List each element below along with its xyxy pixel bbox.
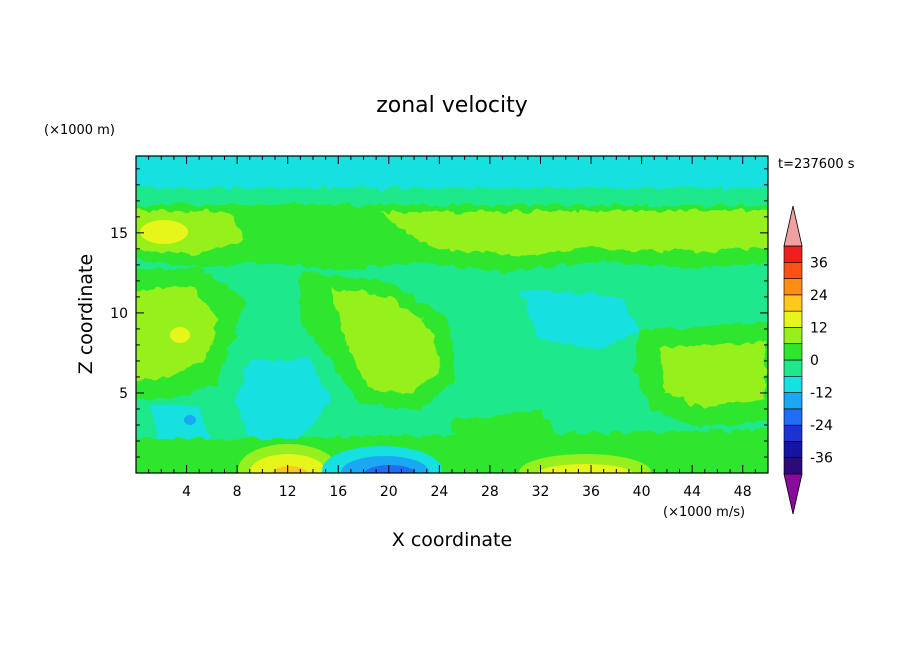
contour-center-lime — [330, 288, 440, 394]
contour-right-lime — [660, 342, 765, 408]
colorbar-units: (×1000 m/s) — [663, 505, 745, 520]
contour-top-cyan — [136, 156, 768, 188]
contour-blob-yellow-right — [537, 464, 633, 473]
x-tick-label: 28 — [481, 484, 499, 500]
x-tick-label: 44 — [683, 484, 701, 500]
contour-blob-yellow-top-left — [140, 220, 188, 244]
y-axis: 5 10 15 — [110, 168, 768, 458]
y-axis-label: Z coordinate — [75, 254, 97, 374]
colorbar-tick-label: 0 — [810, 353, 819, 369]
x-tick-label: 8 — [233, 484, 242, 500]
contour-field — [136, 156, 768, 473]
colorbar-swatch — [783, 310, 803, 328]
chart-title: zonal velocity — [376, 93, 528, 118]
y-scale-note: (×1000 m) — [44, 123, 115, 138]
contour-upper-lime — [380, 210, 768, 256]
x-tick-label: 36 — [582, 484, 600, 500]
x-tick-label: 12 — [279, 484, 297, 500]
colorbar-tick-label: 12 — [810, 320, 828, 336]
contour-blob-orange-left — [272, 466, 308, 473]
colorbar-swatch — [783, 343, 803, 361]
x-tick-label: 24 — [430, 484, 448, 500]
colorbar-swatch — [783, 375, 803, 393]
y-tick-label: 10 — [110, 306, 128, 322]
colorbar-swatch — [783, 457, 803, 475]
x-tick-label: 48 — [734, 484, 752, 500]
colorbar-swatch — [783, 261, 803, 279]
x-tick-label: 20 — [380, 484, 398, 500]
contour-blob-yellow-left — [250, 454, 326, 473]
contour-bottom-green-2 — [450, 410, 560, 448]
colorbar-tick-label: 36 — [810, 255, 828, 271]
colorbar-tick-label: -36 — [810, 451, 833, 467]
colorbar-tick-label: -24 — [810, 418, 833, 434]
y-tick-label: 15 — [110, 226, 128, 242]
contour-blob-blue-small — [184, 415, 196, 425]
colorbar-extend-min — [783, 473, 803, 515]
contour-blob-yellow-mid-left — [170, 327, 190, 343]
contour-cyan-pocket-3 — [150, 405, 210, 448]
x-tick-label: 40 — [633, 484, 651, 500]
colorbar-swatch — [783, 245, 803, 263]
x-tick-label: 16 — [329, 484, 347, 500]
colorbar-tick-label: 24 — [810, 288, 828, 304]
colorbar-swatch — [783, 408, 803, 426]
x-axis-label: X coordinate — [392, 529, 512, 551]
contour-cyan-pocket-2 — [520, 290, 640, 350]
colorbar-extend-max — [783, 205, 803, 247]
colorbar-swatch — [783, 327, 803, 345]
colorbar-swatch — [783, 392, 803, 410]
colorbar-swatch — [783, 424, 803, 442]
contour-blob-darkblue-bottom — [364, 465, 416, 473]
time-label: t=237600 s — [778, 157, 855, 172]
colorbar-swatch — [783, 294, 803, 312]
colorbar-tick-label: -12 — [810, 386, 833, 402]
y-tick-label: 5 — [119, 386, 128, 402]
colorbar-swatch — [783, 359, 803, 377]
colorbar-swatch — [783, 278, 803, 296]
colorbar: 36 24 12 0 -12 -24 -36 — [783, 205, 833, 515]
colorbar-swatch — [783, 441, 803, 459]
x-axis: 4 8 12 16 20 24 28 32 36 40 44 48 — [148, 156, 756, 500]
x-tick-label: 32 — [532, 484, 550, 500]
contour-cyan-pocket — [235, 358, 330, 440]
x-tick-label: 4 — [182, 484, 191, 500]
